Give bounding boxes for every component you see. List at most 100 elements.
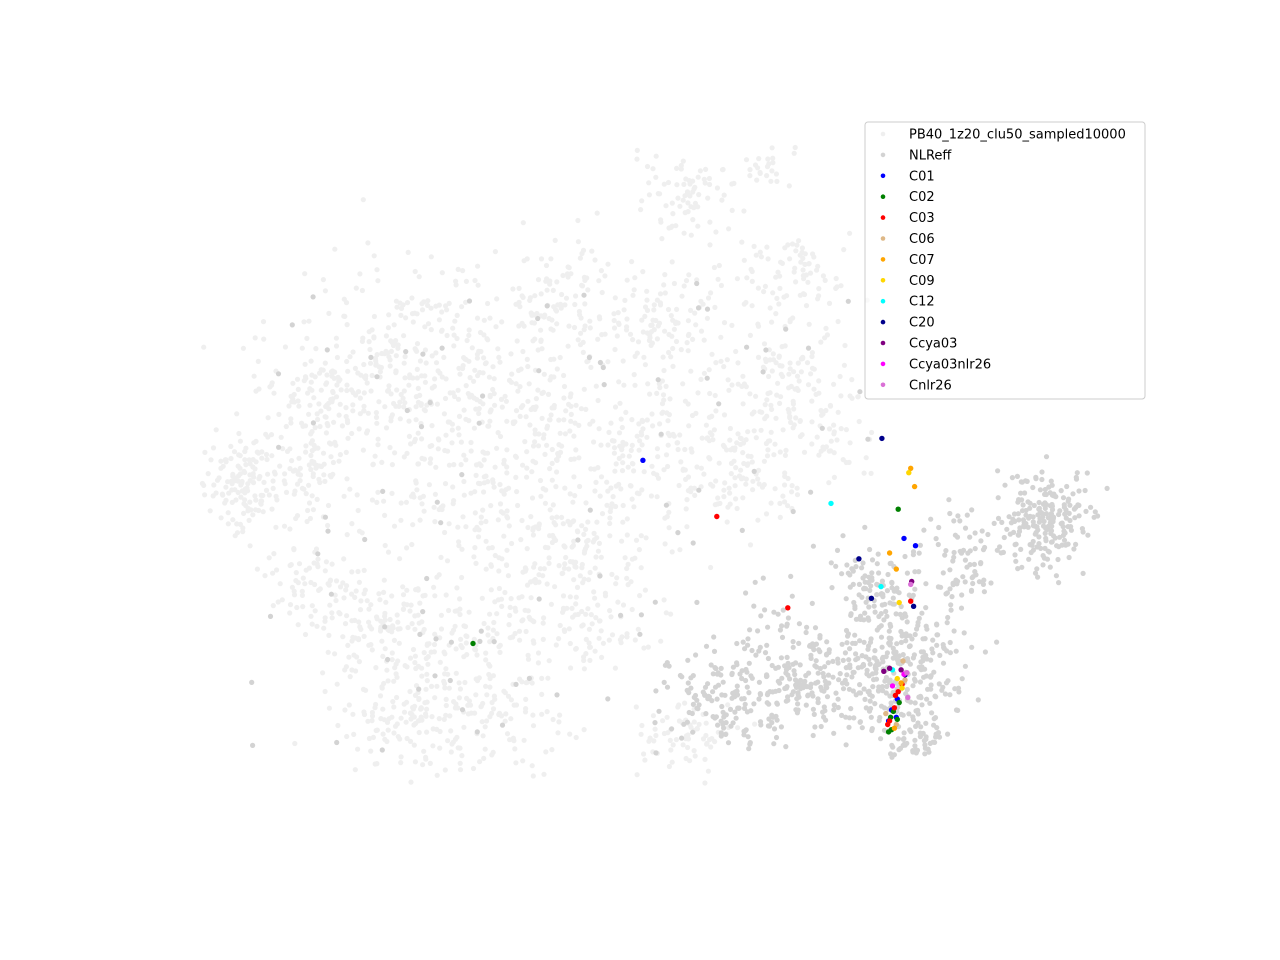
background-point bbox=[680, 467, 686, 473]
background-point bbox=[390, 699, 396, 705]
background-point bbox=[516, 595, 522, 601]
background-point bbox=[452, 623, 458, 629]
nlreff-point bbox=[924, 696, 930, 702]
background-point bbox=[251, 373, 257, 379]
nlreff-point bbox=[823, 682, 829, 688]
background-point bbox=[435, 446, 441, 452]
background-point bbox=[420, 593, 426, 599]
nlreff-point bbox=[935, 730, 942, 736]
background-point bbox=[838, 393, 844, 399]
nlreff-point bbox=[916, 694, 922, 700]
background-point bbox=[604, 479, 610, 485]
nlreff-point bbox=[815, 699, 821, 706]
background-point bbox=[365, 718, 371, 724]
nlreff-point bbox=[831, 707, 837, 713]
background-point bbox=[451, 343, 457, 349]
nlreff-point bbox=[878, 611, 884, 617]
nlreff-point bbox=[853, 657, 859, 663]
nlreff-point bbox=[289, 322, 295, 328]
background-point bbox=[801, 291, 808, 298]
background-point bbox=[375, 436, 381, 442]
background-point bbox=[678, 347, 684, 353]
background-point bbox=[596, 426, 602, 432]
background-point bbox=[626, 453, 632, 459]
background-point bbox=[752, 162, 759, 168]
background-point bbox=[419, 673, 425, 679]
legend-label: C01 bbox=[909, 169, 935, 184]
background-point bbox=[675, 704, 681, 710]
background-point bbox=[380, 706, 386, 712]
nlreff-point bbox=[720, 709, 726, 715]
background-point bbox=[691, 748, 697, 754]
background-point bbox=[394, 304, 400, 310]
background-point bbox=[727, 425, 734, 432]
nlreff-point bbox=[757, 691, 763, 697]
background-point bbox=[315, 564, 321, 570]
background-point bbox=[505, 515, 511, 521]
background-point bbox=[698, 298, 704, 304]
background-point bbox=[642, 587, 649, 593]
nlreff-point bbox=[850, 688, 856, 694]
nlreff-point bbox=[823, 652, 830, 658]
background-point bbox=[615, 310, 621, 316]
nlreff-point bbox=[334, 739, 340, 746]
nlreff-point bbox=[1043, 454, 1050, 460]
background-point bbox=[733, 465, 739, 471]
background-point bbox=[561, 383, 568, 390]
background-point bbox=[367, 360, 374, 366]
background-point bbox=[327, 602, 333, 608]
background-point bbox=[312, 608, 318, 614]
background-point bbox=[433, 303, 439, 309]
nlreff-point bbox=[883, 677, 889, 683]
nlreff-point bbox=[871, 603, 877, 609]
background-point bbox=[604, 502, 610, 508]
background-point bbox=[693, 322, 699, 328]
background-point bbox=[433, 360, 440, 366]
background-point bbox=[307, 402, 313, 408]
nlreff-point bbox=[368, 354, 374, 360]
nlreff-point bbox=[954, 534, 961, 540]
background-point bbox=[726, 485, 732, 491]
background-point bbox=[666, 349, 672, 356]
background-point bbox=[567, 428, 573, 434]
background-point bbox=[459, 753, 465, 759]
background-point bbox=[547, 533, 553, 539]
background-point bbox=[765, 256, 771, 262]
nlreff-point bbox=[843, 665, 849, 671]
point-c09 bbox=[899, 685, 905, 691]
background-point bbox=[561, 395, 567, 401]
background-point bbox=[577, 483, 583, 490]
nlreff-point bbox=[721, 714, 727, 720]
background-point bbox=[232, 487, 238, 493]
background-point bbox=[654, 494, 660, 500]
background-point bbox=[665, 430, 671, 436]
nlreff-point bbox=[910, 717, 917, 723]
background-point bbox=[648, 342, 654, 348]
background-point bbox=[369, 327, 375, 333]
background-point bbox=[296, 561, 303, 567]
background-point bbox=[431, 504, 437, 510]
background-point bbox=[763, 511, 770, 517]
background-point bbox=[234, 530, 241, 536]
background-point bbox=[735, 725, 741, 731]
background-point bbox=[708, 290, 714, 296]
background-point bbox=[535, 387, 541, 393]
nlreff-point bbox=[869, 557, 876, 563]
point-c06 bbox=[883, 710, 889, 717]
background-point bbox=[492, 402, 498, 408]
background-point bbox=[491, 619, 497, 626]
background-point bbox=[241, 510, 247, 516]
background-point bbox=[680, 158, 686, 164]
background-point bbox=[780, 427, 786, 433]
background-point bbox=[685, 744, 691, 751]
nlreff-point bbox=[688, 675, 694, 681]
background-point bbox=[376, 364, 382, 370]
background-point bbox=[322, 360, 328, 366]
background-point bbox=[640, 418, 646, 424]
background-point bbox=[553, 522, 559, 528]
background-point bbox=[432, 695, 438, 701]
background-point bbox=[415, 461, 422, 467]
background-point bbox=[411, 714, 417, 720]
background-point bbox=[770, 155, 776, 161]
background-point bbox=[658, 217, 664, 223]
